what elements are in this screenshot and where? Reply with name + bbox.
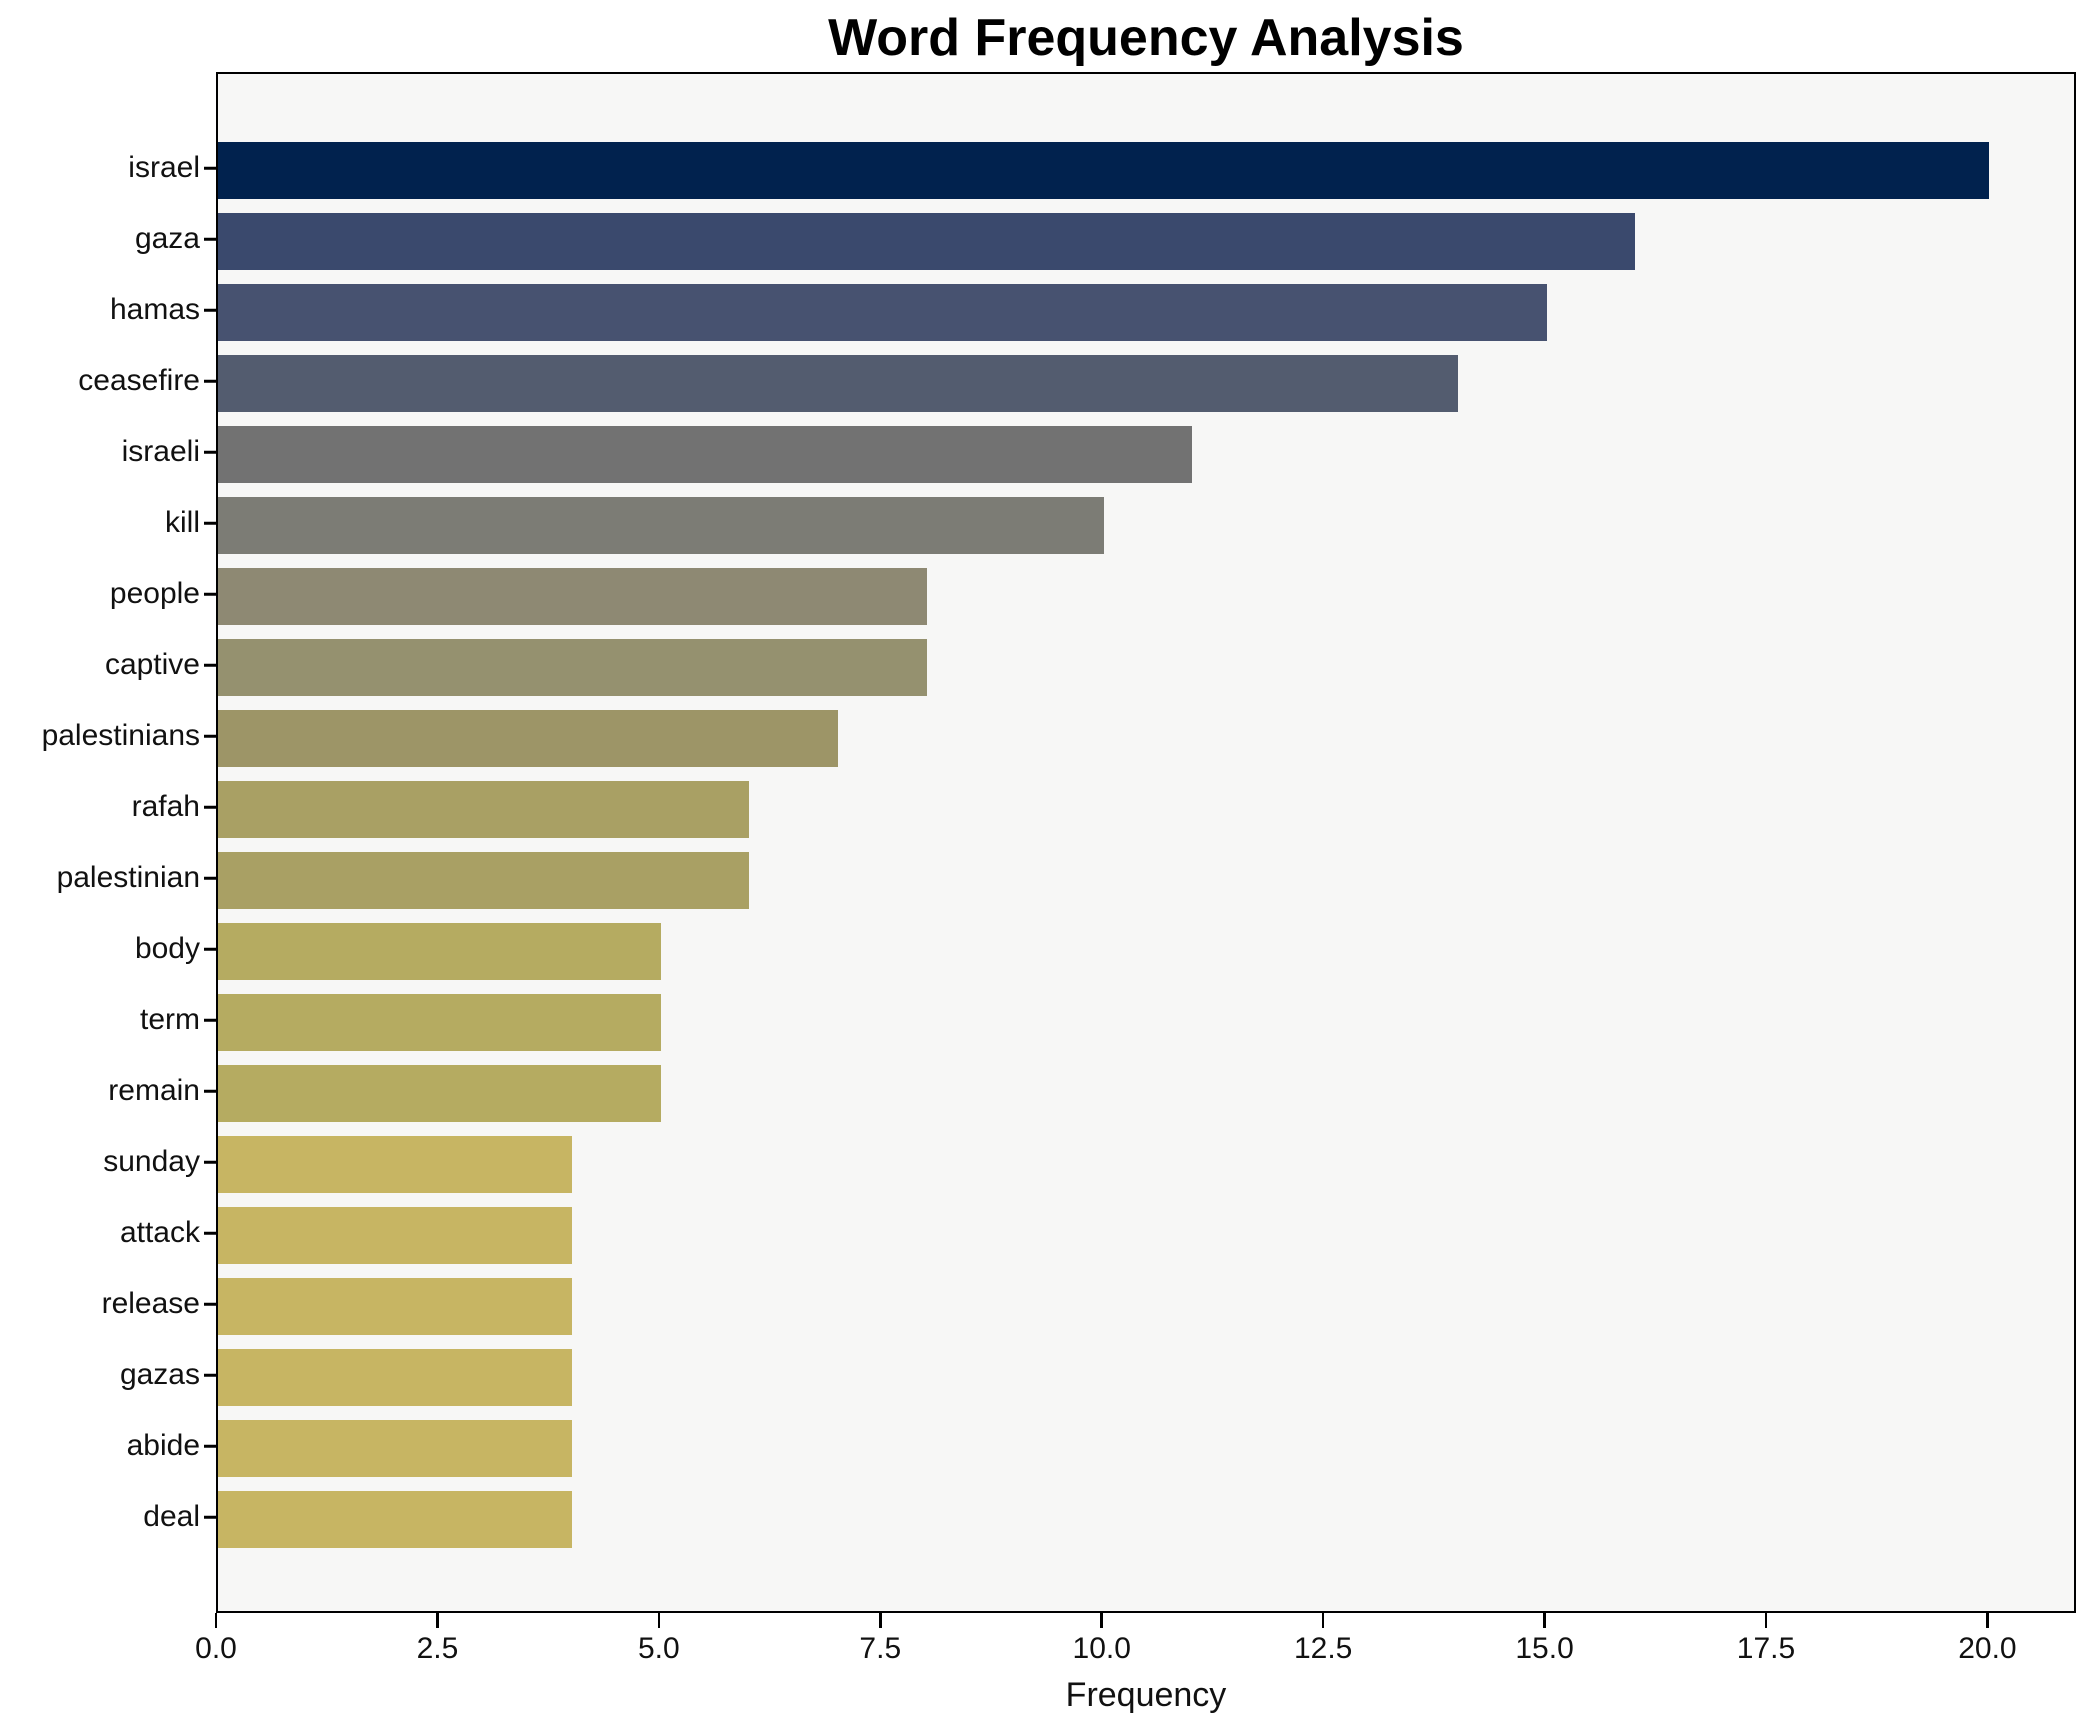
bar-term bbox=[218, 993, 661, 1051]
xtick-mark bbox=[214, 1613, 218, 1628]
bar-attack bbox=[218, 1206, 573, 1264]
xtick-label-5.0: 5.0 bbox=[637, 1632, 680, 1665]
ytick-mark bbox=[204, 1444, 216, 1448]
ytick-label-term: term bbox=[140, 1003, 200, 1036]
bar-hamas bbox=[218, 283, 1547, 341]
ytick-label-ceasefire: ceasefire bbox=[78, 364, 200, 397]
ytick-mark bbox=[204, 1018, 216, 1022]
ytick-mark bbox=[204, 1089, 216, 1093]
bar-abide bbox=[218, 1419, 573, 1477]
ytick-mark bbox=[204, 592, 216, 596]
ytick-label-body: body bbox=[134, 932, 200, 965]
bar-body bbox=[218, 922, 661, 980]
xtick-label-0.0: 0.0 bbox=[195, 1632, 237, 1665]
ytick-label-israeli: israeli bbox=[121, 435, 200, 468]
ytick-mark bbox=[204, 1231, 216, 1235]
ytick-label-palestinian: palestinian bbox=[56, 861, 200, 894]
bar-israel bbox=[218, 141, 1990, 199]
ytick-mark bbox=[204, 166, 216, 170]
x-axis-label: Frequency bbox=[1065, 1676, 1227, 1714]
ytick-mark bbox=[204, 876, 216, 880]
bar-deal bbox=[218, 1490, 573, 1548]
xtick-mark bbox=[1986, 1613, 1989, 1628]
xtick-label-2.5: 2.5 bbox=[416, 1632, 459, 1665]
ytick-label-rafah: rafah bbox=[131, 790, 200, 823]
ytick-label-deal: deal bbox=[143, 1500, 200, 1533]
xtick-label-15.0: 15.0 bbox=[1515, 1632, 1574, 1665]
xtick-mark bbox=[1764, 1613, 1768, 1628]
ytick-label-gaza: gaza bbox=[134, 222, 200, 255]
xtick-mark bbox=[436, 1613, 439, 1628]
xtick-mark bbox=[657, 1613, 661, 1628]
plot-area bbox=[216, 72, 2076, 1613]
ytick-label-people: people bbox=[109, 577, 200, 610]
chart-title: Word Frequency Analysis bbox=[828, 9, 1464, 67]
bar-sunday bbox=[218, 1135, 573, 1193]
ytick-mark bbox=[204, 734, 216, 738]
ytick-label-palestinians: palestinians bbox=[41, 719, 200, 752]
bar-israeli bbox=[218, 425, 1193, 483]
ytick-mark bbox=[204, 1515, 216, 1519]
bar-kill bbox=[218, 496, 1104, 554]
xtick-label-12.5: 12.5 bbox=[1293, 1632, 1353, 1665]
ytick-mark bbox=[204, 450, 216, 454]
xtick-mark bbox=[1100, 1613, 1103, 1628]
bar-palestinians bbox=[218, 709, 838, 767]
ytick-mark bbox=[204, 663, 216, 667]
ytick-label-gazas: gazas bbox=[119, 1358, 200, 1391]
ytick-mark bbox=[204, 308, 216, 312]
ytick-label-abide: abide bbox=[126, 1429, 200, 1462]
bar-palestinian bbox=[218, 851, 750, 909]
bar-release bbox=[218, 1277, 573, 1335]
ytick-mark bbox=[204, 1373, 216, 1377]
ytick-label-release: release bbox=[101, 1287, 200, 1320]
ytick-label-captive: captive bbox=[104, 648, 200, 681]
ytick-label-kill: kill bbox=[165, 506, 200, 539]
ytick-mark bbox=[204, 379, 216, 383]
xtick-label-17.5: 17.5 bbox=[1736, 1632, 1796, 1665]
bar-remain bbox=[218, 1064, 661, 1122]
bar-captive bbox=[218, 638, 927, 696]
ytick-mark bbox=[204, 805, 216, 809]
xtick-mark bbox=[1543, 1613, 1546, 1628]
bar-gazas bbox=[218, 1348, 573, 1406]
bar-people bbox=[218, 567, 927, 625]
bar-gaza bbox=[218, 212, 1636, 270]
xtick-mark bbox=[879, 1613, 882, 1628]
ytick-label-hamas: hamas bbox=[109, 293, 200, 326]
xtick-label-10.0: 10.0 bbox=[1072, 1632, 1131, 1665]
ytick-label-israel: israel bbox=[128, 151, 200, 184]
ytick-label-sunday: sunday bbox=[103, 1145, 200, 1178]
ytick-label-remain: remain bbox=[108, 1074, 200, 1107]
bar-rafah bbox=[218, 780, 750, 838]
bar-ceasefire bbox=[218, 354, 1458, 412]
xtick-label-7.5: 7.5 bbox=[859, 1632, 902, 1665]
ytick-mark bbox=[204, 947, 216, 951]
ytick-mark bbox=[204, 237, 216, 241]
xtick-label-20.0: 20.0 bbox=[1958, 1632, 2017, 1665]
ytick-label-attack: attack bbox=[119, 1216, 200, 1249]
ytick-mark bbox=[204, 1302, 216, 1306]
xtick-mark bbox=[1321, 1613, 1325, 1628]
ytick-mark bbox=[204, 1160, 216, 1164]
ytick-mark bbox=[204, 521, 216, 525]
